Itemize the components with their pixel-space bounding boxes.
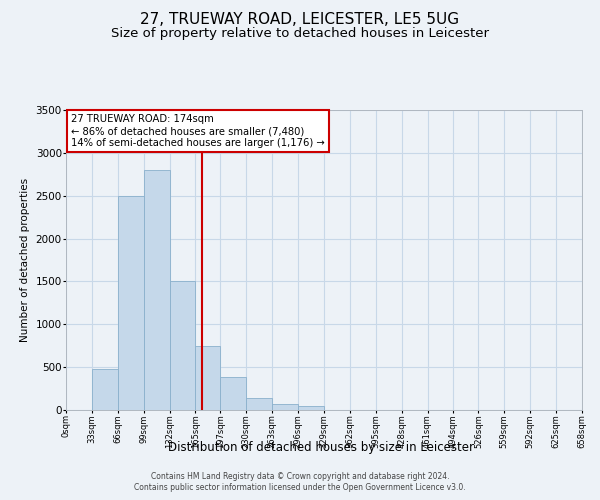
Bar xyxy=(247,398,272,410)
Text: Size of property relative to detached houses in Leicester: Size of property relative to detached ho… xyxy=(111,28,489,40)
Bar xyxy=(92,369,118,410)
Bar xyxy=(143,170,170,410)
Text: Contains public sector information licensed under the Open Government Licence v3: Contains public sector information licen… xyxy=(134,484,466,492)
Bar xyxy=(298,406,324,410)
Bar xyxy=(220,376,247,410)
Text: Contains HM Land Registry data © Crown copyright and database right 2024.: Contains HM Land Registry data © Crown c… xyxy=(151,472,449,481)
Y-axis label: Number of detached properties: Number of detached properties xyxy=(20,178,30,342)
Bar xyxy=(170,282,196,410)
Bar xyxy=(196,346,220,410)
Bar xyxy=(118,196,143,410)
Text: 27 TRUEWAY ROAD: 174sqm
← 86% of detached houses are smaller (7,480)
14% of semi: 27 TRUEWAY ROAD: 174sqm ← 86% of detache… xyxy=(71,114,325,148)
Text: 27, TRUEWAY ROAD, LEICESTER, LE5 5UG: 27, TRUEWAY ROAD, LEICESTER, LE5 5UG xyxy=(140,12,460,28)
Text: Distribution of detached houses by size in Leicester: Distribution of detached houses by size … xyxy=(168,441,474,454)
Bar xyxy=(272,404,298,410)
